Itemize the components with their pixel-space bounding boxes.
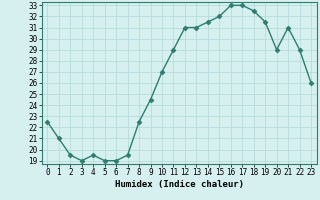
X-axis label: Humidex (Indice chaleur): Humidex (Indice chaleur) [115,180,244,189]
